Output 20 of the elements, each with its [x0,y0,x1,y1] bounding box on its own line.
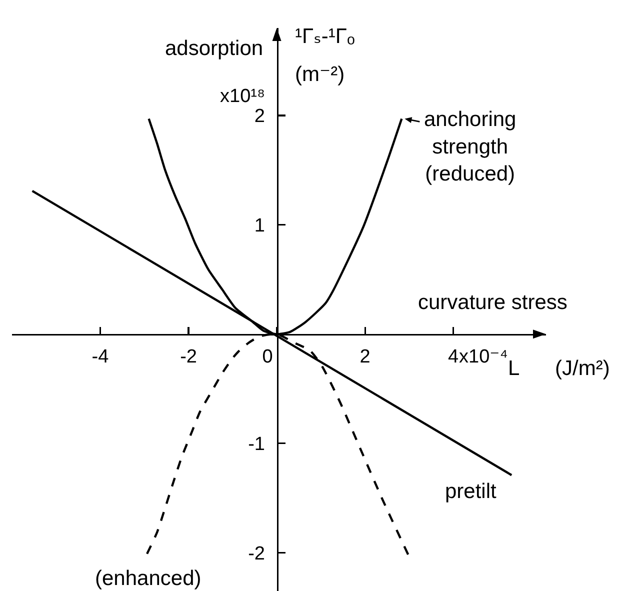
x-tick-label: 0 [262,346,273,368]
x-tick-label: 2 [360,346,370,368]
series-label: (enhanced) [95,567,202,590]
y-tick-label: 2 [254,106,265,128]
legend-label: anchoring strength (reduced) [424,108,516,186]
x-tick-label: 4 [448,346,460,368]
y-tick-label: 1 [254,215,265,236]
annotation: (m⁻²) [295,63,345,86]
annotation: ¹Γₛ-¹Γₒ [295,25,355,48]
series-label: pretilt [445,480,497,503]
y-tick-label: -2 [248,543,265,564]
x-tick-label: -4 [92,346,110,368]
y-axis-title: adsorption [165,37,264,60]
y-tick-label: -1 [248,434,265,456]
annotation: x10⁻⁴ [459,346,508,368]
x-axis-title: curvature stress [418,291,568,314]
text: (J/m²) [555,357,610,380]
annotation: x10¹⁸ [220,86,265,108]
annotation: L [508,357,520,380]
x-tick-label: -2 [180,346,197,368]
